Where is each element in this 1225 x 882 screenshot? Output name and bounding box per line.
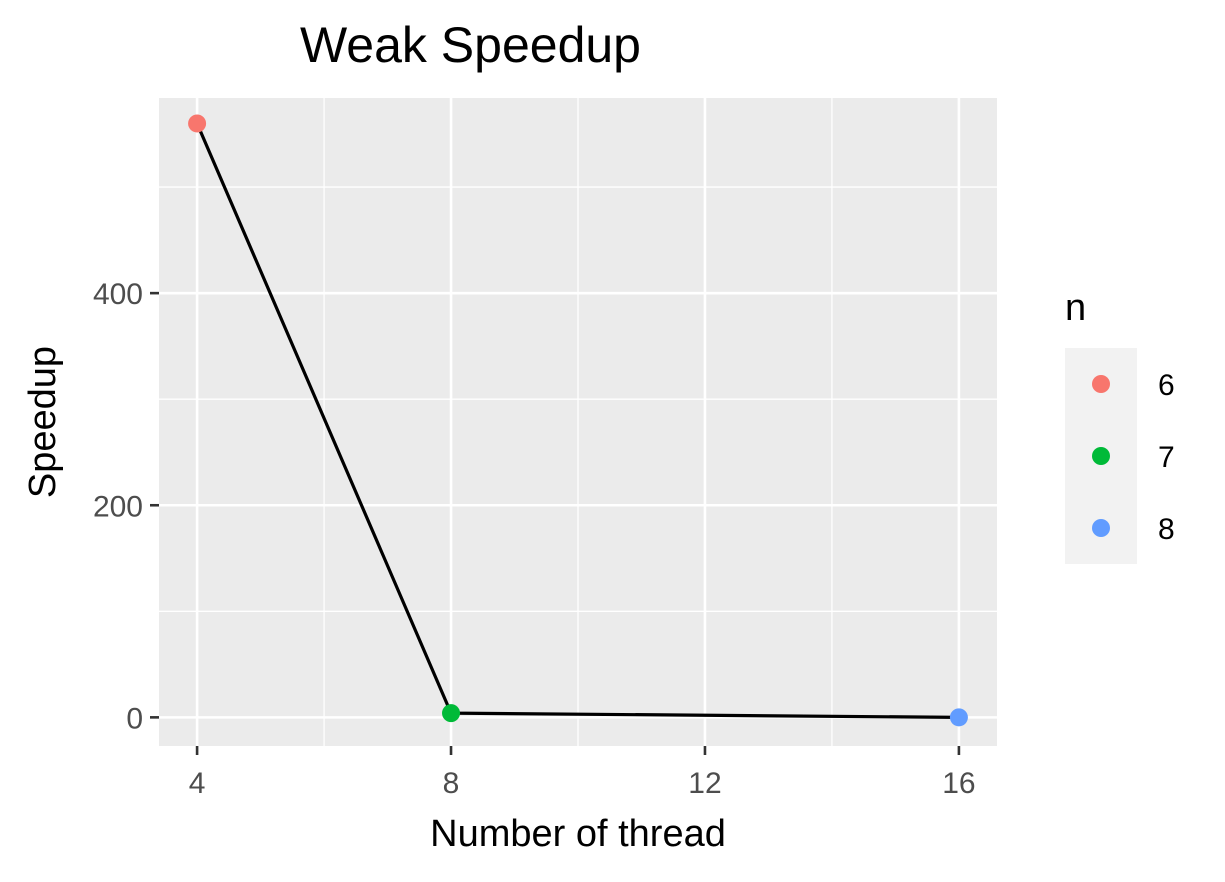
- y-axis-title: Speedup: [22, 346, 64, 498]
- data-point: [188, 114, 207, 133]
- data-point: [949, 708, 968, 727]
- x-axis-title: Number of thread: [430, 813, 726, 855]
- x-tick-label: 8: [443, 767, 460, 800]
- x-tick-label: 4: [189, 767, 206, 800]
- speedup-series: [188, 114, 968, 727]
- x-tick-label: 12: [688, 767, 721, 800]
- x-tick-label: 16: [942, 767, 975, 800]
- x-axis: 4 8 12 16: [189, 746, 976, 800]
- legend-label: 7: [1158, 441, 1175, 474]
- legend-label: 6: [1158, 369, 1175, 402]
- legend-key: [1092, 519, 1110, 537]
- legend-title: n: [1065, 287, 1086, 329]
- legend-label: 8: [1158, 513, 1175, 546]
- minor-gridlines: [159, 98, 997, 746]
- chart-title: Weak Speedup: [300, 17, 641, 73]
- y-tick-label: 0: [126, 702, 143, 735]
- y-tick-label: 400: [93, 278, 143, 311]
- legend-key: [1092, 375, 1110, 393]
- y-tick-label: 200: [93, 490, 143, 523]
- y-axis: 0 200 400: [93, 278, 159, 735]
- legend: n 6 7 8: [1065, 287, 1175, 564]
- legend-key: [1092, 447, 1110, 465]
- legend-entries: 6 7 8: [1092, 369, 1175, 546]
- data-point: [442, 704, 461, 723]
